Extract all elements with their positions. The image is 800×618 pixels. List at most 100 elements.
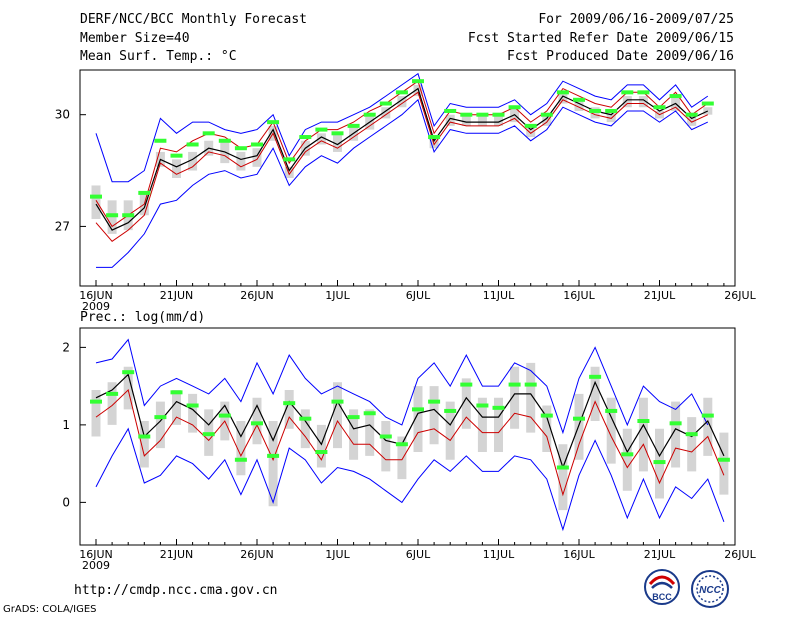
precip-mode-marker (122, 370, 135, 375)
precip-ytick-label: 0 (62, 495, 70, 509)
temp-spread-box (703, 107, 713, 115)
temp-xtick-label: 16JUL (563, 289, 595, 302)
variable-label: Mean Surf. Temp.: °C (80, 49, 237, 64)
temp-spread-box (622, 96, 632, 108)
precip-spread-box (365, 409, 375, 456)
precip-spread-box (606, 397, 616, 464)
precip-spread-box (510, 366, 520, 429)
chart-title: DERF/NCC/BCC Monthly Forecast (80, 12, 307, 27)
precip-mode-marker (460, 382, 473, 387)
temp-spread-box (687, 114, 697, 126)
temp-mode-marker (444, 108, 457, 113)
precip-mode-marker (106, 391, 119, 396)
temp-spread-box (558, 92, 568, 104)
temp-mode-marker (492, 112, 505, 117)
precip-mode-marker (669, 421, 682, 426)
temp-mode-marker (106, 213, 119, 218)
precip-spread-box (188, 393, 198, 433)
precip-spread-box (123, 366, 133, 410)
temp-xtick-label: 6JUL (406, 289, 431, 302)
member-size: Member Size=40 (80, 31, 190, 46)
precip-mode-marker (701, 413, 714, 418)
precip-mode-marker (621, 452, 634, 457)
precip-mode-marker (589, 374, 602, 379)
precip-spread-box (445, 401, 455, 460)
precip-xtick-label: 1JUL (325, 548, 350, 561)
temp-spread-box (316, 133, 326, 145)
temp-mode-marker (234, 146, 247, 151)
precip-panel-title: Prec.: log(mm/d) (80, 310, 206, 325)
temp-mode-marker (460, 112, 473, 117)
temp-mode-marker (218, 138, 231, 143)
temp-xtick-year: 2009 (82, 300, 110, 313)
temp-ytick-label: 30 (55, 108, 70, 122)
temp-mode-marker (589, 108, 602, 113)
temp-mode-marker (283, 157, 296, 162)
temp-xtick-label: 26JUL (724, 289, 756, 302)
temp-mode-marker (347, 123, 360, 128)
precip-mode-marker (202, 432, 215, 437)
precip-xtick-label: 26JUN (240, 548, 274, 561)
temp-spread-box (638, 96, 648, 108)
precip-spread-box (526, 362, 536, 433)
temp-spread-box (542, 114, 552, 126)
footer-url[interactable]: http://cmdp.ncc.cma.gov.cn (74, 583, 278, 598)
precip-max-line (95, 338, 709, 435)
precip-spread-box (671, 401, 681, 468)
bcc-logo-text: BCC (652, 592, 672, 602)
temp-mode-marker (685, 112, 698, 117)
precip-mode-marker (508, 382, 521, 387)
precip-mode-marker (717, 457, 730, 462)
temp-max-line (95, 72, 709, 183)
ncc-logo: NCC (691, 570, 729, 608)
temp-median-line (95, 91, 709, 242)
temp-spread-box (429, 137, 439, 149)
precip-mode-marker (347, 415, 360, 420)
precip-spread-box (268, 421, 278, 507)
temp-mode-marker (524, 123, 537, 128)
temp-mode-marker (653, 105, 666, 110)
precip-mode-marker (428, 399, 441, 404)
temp-spread-box (91, 185, 101, 219)
temp-xtick-label: 11JUL (483, 289, 515, 302)
precip-mode-marker (283, 401, 296, 406)
temp-spread-box (333, 133, 342, 152)
precip-mode-marker (395, 442, 408, 447)
precip-mode-marker (315, 450, 328, 454)
temp-mode-marker (637, 90, 650, 95)
temp-mode-marker (428, 135, 441, 140)
temp-mode-marker (573, 97, 585, 102)
temp-spread-box (606, 110, 616, 123)
precip-spread-box (300, 409, 310, 449)
temp-min-line (96, 98, 709, 268)
precip-spread-box (349, 409, 359, 460)
precip-spread-box (719, 432, 729, 495)
bcc-logo: BCC (644, 569, 680, 605)
temp-mode-marker (379, 101, 392, 106)
precip-mode-marker (234, 457, 247, 462)
precip-ytick-label: 2 (62, 340, 70, 354)
precip-xtick-label: 21JUL (644, 548, 676, 561)
precip-xtick-year: 2009 (82, 559, 110, 572)
temp-mode-marker (556, 90, 569, 95)
precip-spread-box (284, 390, 294, 429)
temp-mode-marker (363, 112, 376, 117)
precip-spread-box (494, 397, 503, 452)
precip-mode-marker (154, 415, 167, 420)
temp-mode-marker (138, 190, 151, 195)
precip-spread-box (558, 444, 568, 511)
precip-spread-box (413, 386, 423, 452)
precip-spread-box (542, 405, 552, 452)
temp-mode-marker (267, 120, 280, 125)
precip-ytick-label: 1 (62, 418, 70, 432)
precip-mode-marker (685, 432, 698, 437)
temp-mode-marker (170, 153, 183, 158)
temp-xtick-label: 26JUN (240, 289, 274, 302)
precip-xtick-label: 26JUL (724, 548, 756, 561)
temp-mode-marker (395, 90, 408, 95)
precip-spread-box (703, 397, 713, 456)
temp-xtick-label: 1JUL (325, 289, 350, 302)
precip-spread-box (429, 386, 439, 445)
temp-xtick-label: 21JUN (160, 289, 194, 302)
precip-mean-line (95, 373, 725, 470)
